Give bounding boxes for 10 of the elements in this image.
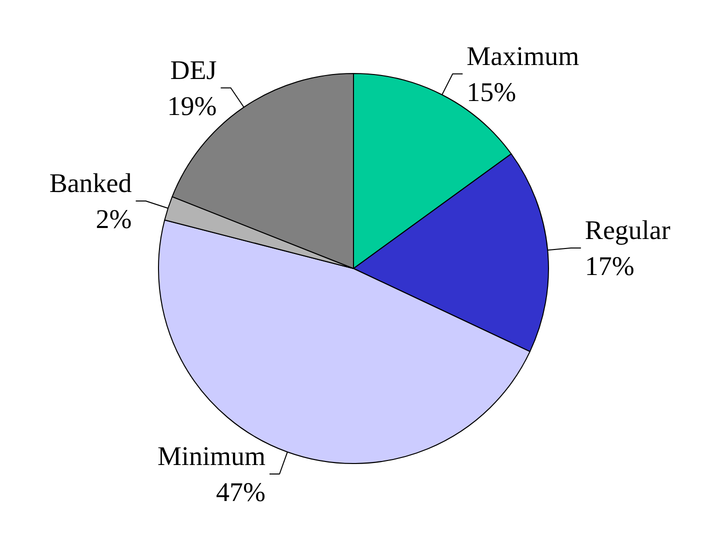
data-label: 15% <box>466 76 516 107</box>
slice-label: Banked <box>49 168 132 198</box>
slice-label: DEJ <box>170 54 217 85</box>
data-label: 17% <box>584 250 634 281</box>
slice-label: Regular <box>584 214 670 245</box>
slice-label: Maximum <box>466 40 580 71</box>
data-label: 19% <box>167 90 217 121</box>
data-label: 47% <box>216 476 266 507</box>
data-label: 2% <box>96 204 132 234</box>
slice-label: Minimum <box>158 440 266 471</box>
